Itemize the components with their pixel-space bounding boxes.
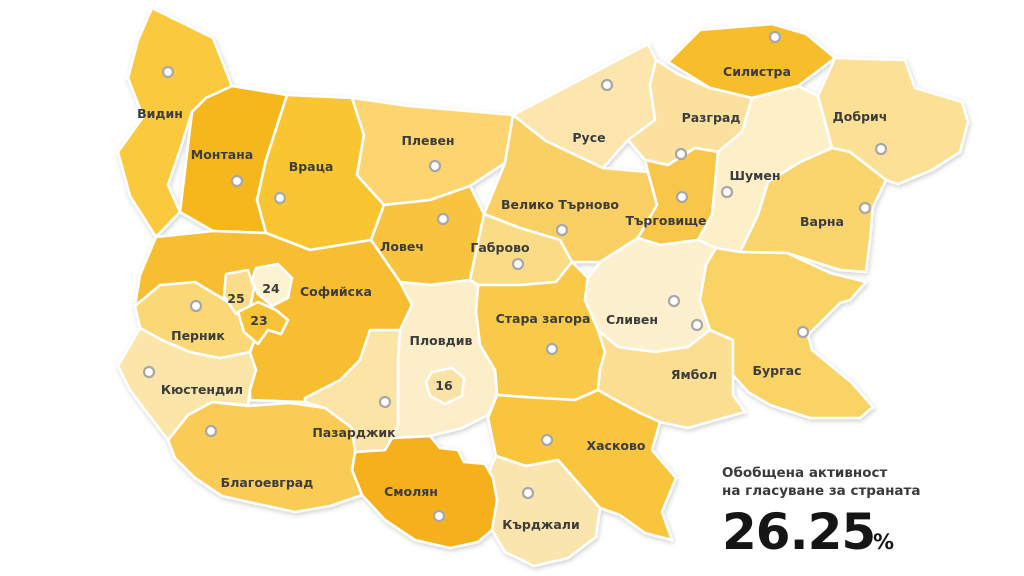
city-marker-veliko-tarnovo [555,223,569,237]
city-marker-haskovo [540,433,554,447]
city-marker-targovishte [675,190,689,204]
city-marker-kyustendil [142,365,156,379]
city-marker-burgas [796,325,810,339]
city-marker-sliven [667,294,681,308]
region-pleven[interactable] [350,96,515,207]
city-marker-razgrad [674,147,688,161]
summary-line-2: на гласуване за страната [722,483,920,499]
city-marker-yambol [690,318,704,332]
city-marker-varna [858,201,872,215]
region-varna[interactable] [738,146,888,274]
map-shapes [116,6,970,568]
region-smolyan[interactable] [350,434,499,550]
turnout-value: 26.25 [722,503,875,561]
city-marker-blagoevgrad [204,424,218,438]
city-marker-kardzhali [521,486,535,500]
city-marker-shumen [720,185,734,199]
city-marker-dobrich [874,142,888,156]
national-turnout-summary: Обобщена активност на гласуване за стран… [722,465,920,561]
city-marker-lovech [436,212,450,226]
region-yambol[interactable] [596,328,747,430]
city-marker-ruse [600,78,614,92]
city-marker-montana [230,174,244,188]
city-marker-smolyan [432,509,446,523]
city-marker-silistra [768,30,782,44]
city-marker-pernik [189,299,203,313]
summary-line-1: Обобщена активност [722,465,888,481]
region-blagoevgrad[interactable] [166,400,364,514]
city-marker-stara-zagora [545,342,559,356]
city-marker-vratsa [273,191,287,205]
turnout-unit: % [873,530,894,554]
city-marker-pleven [428,159,442,173]
region-sofia-mir-23[interactable] [236,300,290,346]
region-plovdiv-city-16[interactable] [424,366,466,406]
city-markers [142,30,888,523]
city-marker-gabrovo [511,257,525,271]
region-burgas[interactable] [698,246,875,420]
city-marker-vidin [161,65,175,79]
city-marker-pazardzhik [378,395,392,409]
